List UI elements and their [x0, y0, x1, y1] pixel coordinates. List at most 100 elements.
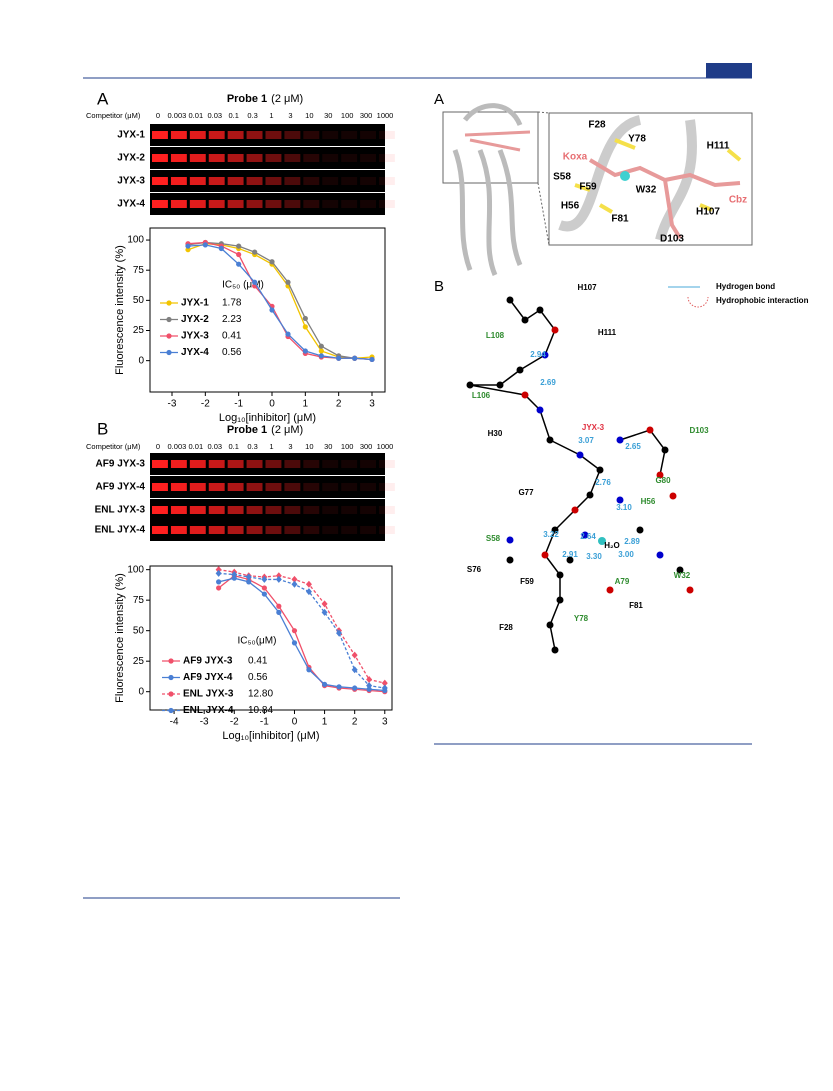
- gel-band: [189, 460, 206, 468]
- residue-label: G77: [518, 488, 534, 497]
- atom: [596, 466, 604, 474]
- atom: [506, 296, 514, 304]
- concentration-label: 0.1: [228, 111, 238, 120]
- legend-ic50: 1.78: [222, 298, 242, 309]
- x-tick-label: 1: [322, 717, 328, 728]
- concentration-label: 0.1: [228, 442, 238, 451]
- gel-band: [322, 506, 339, 514]
- data-point: [269, 259, 275, 265]
- residue-label: W32: [674, 571, 691, 580]
- data-point: [261, 575, 268, 583]
- atom: [669, 492, 677, 500]
- lane-label: JYX-1: [117, 130, 145, 141]
- legend-title: IC₅₀ (μM): [222, 280, 264, 291]
- legend-swatch-marker: [168, 691, 174, 697]
- gel-band: [360, 460, 376, 468]
- data-point: [185, 243, 191, 249]
- ligand-stick: [588, 158, 741, 240]
- data-point: [321, 600, 328, 608]
- gel-band: [170, 526, 187, 534]
- gel-band: [379, 526, 395, 534]
- hbond-distance: 3.30: [586, 552, 602, 561]
- data-point: [352, 355, 358, 361]
- data-point: [185, 247, 191, 253]
- gel-strip: [150, 147, 385, 169]
- data-point: [366, 675, 373, 683]
- competitor-label: Competitor (μM): [86, 442, 141, 451]
- gel-band: [322, 526, 339, 534]
- gel-band: [303, 177, 320, 185]
- gel-band: [379, 131, 395, 139]
- legend-name: JYX-1: [181, 298, 209, 309]
- data-point: [291, 640, 298, 646]
- data-point: [269, 307, 275, 313]
- panel-label: B: [434, 278, 444, 295]
- atom: [546, 436, 554, 444]
- hbond-distance: 2.69: [540, 378, 556, 387]
- legend-swatch-marker: [168, 674, 174, 681]
- residue-label: D103: [689, 426, 709, 435]
- legend-label: Hydrophobic interaction: [716, 296, 809, 305]
- legend-ic50: 0.41: [222, 331, 242, 342]
- atom: [581, 531, 589, 539]
- gel-band: [227, 200, 244, 208]
- residue-label: S58: [486, 534, 501, 543]
- atom: [576, 451, 584, 459]
- atom: [541, 351, 549, 359]
- data-point: [276, 609, 282, 615]
- concentration-label: 0.003: [168, 111, 187, 120]
- residue-label: F81: [629, 601, 643, 610]
- gel-band: [246, 177, 263, 185]
- gel-band: [152, 154, 168, 162]
- atom: [521, 316, 529, 324]
- data-point: [231, 575, 237, 581]
- gel-band: [341, 154, 358, 162]
- gel-band: [341, 177, 358, 185]
- gel-band: [246, 460, 263, 468]
- header-tab: [706, 63, 752, 78]
- lane-label: JYX-2: [117, 153, 145, 164]
- data-point: [366, 686, 372, 692]
- atom: [521, 391, 529, 399]
- atom: [636, 526, 644, 534]
- lane-label: JYX-4: [117, 199, 145, 210]
- x-axis-label: Log₁₀[inhibitor] (μM): [222, 730, 319, 742]
- series-line: [187, 243, 373, 359]
- gel-band: [208, 460, 225, 468]
- x-axis-label: Log₁₀[inhibitor] (μM): [219, 412, 316, 424]
- residue-label: L108: [486, 331, 505, 340]
- atom: [536, 406, 544, 414]
- gel-band: [360, 154, 376, 162]
- data-point: [291, 575, 298, 583]
- competitor-label: Competitor (μM): [86, 111, 141, 120]
- gel-band: [246, 154, 263, 162]
- gel-band: [265, 131, 282, 139]
- y-tick-label: 75: [133, 265, 145, 276]
- concentration-label: 0.003: [168, 442, 187, 451]
- gel-band: [189, 526, 206, 534]
- atom: [556, 571, 564, 579]
- legend-label: Hydrogen bond: [716, 282, 775, 291]
- data-point: [318, 348, 324, 354]
- concentration-label: 300: [360, 111, 373, 120]
- concentration-label: 1000: [377, 111, 394, 120]
- data-point: [261, 591, 267, 597]
- data-point: [351, 651, 358, 659]
- gel-band: [189, 131, 206, 139]
- residue-label: H111: [598, 328, 617, 337]
- concentration-label: 100: [341, 111, 354, 120]
- legend-name: JYX-4: [181, 347, 209, 358]
- legend-swatch-marker: [166, 300, 172, 306]
- gel-band: [265, 506, 282, 514]
- data-point: [285, 331, 291, 337]
- lane-label: AF9 JYX-4: [96, 482, 146, 493]
- series-line: [218, 577, 385, 692]
- residue-label: H30: [488, 429, 503, 438]
- gel-band: [208, 131, 225, 139]
- residue-label: F81: [611, 214, 629, 225]
- gel-band: [152, 131, 168, 139]
- data-point: [231, 571, 238, 579]
- concentration-label: 10: [305, 111, 313, 120]
- gel-band: [189, 177, 206, 185]
- data-point: [236, 243, 242, 249]
